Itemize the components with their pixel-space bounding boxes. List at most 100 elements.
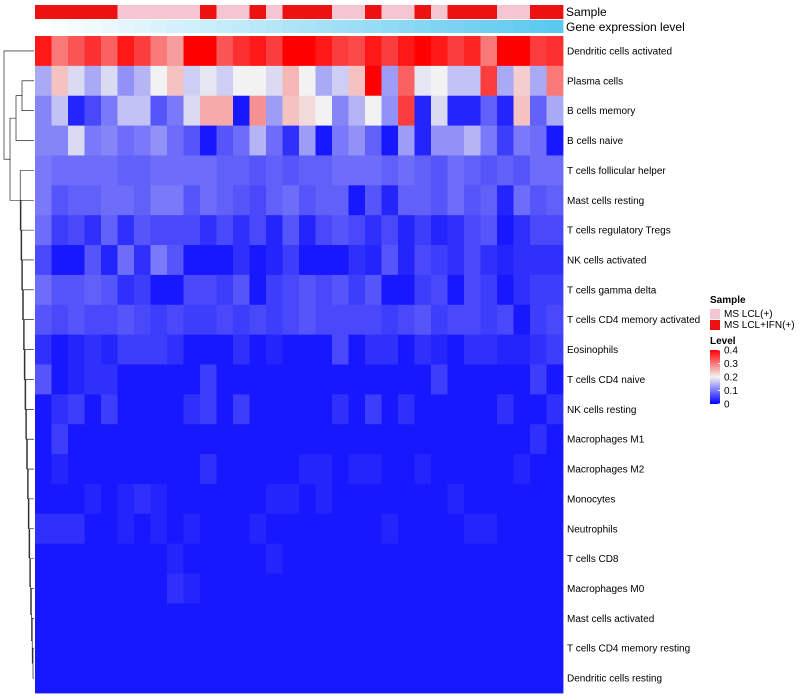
- heatmap-cell: [68, 513, 85, 545]
- heatmap-cell: [101, 125, 118, 156]
- row-label: Macrophages M0: [567, 584, 645, 595]
- heatmap-cell: [381, 603, 399, 634]
- heatmap-cell: [266, 304, 283, 336]
- row-label: Neutrophils: [567, 524, 618, 535]
- heatmap-cell: [183, 573, 201, 604]
- heatmap-cell: [150, 603, 168, 634]
- heatmap-cell: [348, 663, 366, 694]
- heatmap-cell: [183, 394, 201, 425]
- heatmap-cell: [381, 424, 399, 455]
- heatmap-cell: [497, 513, 514, 545]
- heatmap-cell: [68, 185, 85, 216]
- dendrogram-link: [31, 588, 34, 642]
- heatmap-cell: [101, 304, 118, 336]
- heatmap-cell: [282, 603, 300, 634]
- heatmap-cell: [282, 454, 300, 485]
- heatmap-cell: [183, 215, 201, 246]
- heatmap-cell: [150, 454, 168, 485]
- heatmap-cell: [398, 483, 415, 515]
- heatmap-cell: [513, 633, 531, 664]
- heatmap-cell: [266, 424, 283, 455]
- heatmap-cell: [35, 424, 52, 455]
- heatmap-cell: [513, 155, 531, 186]
- expression-annotation-cell: [84, 20, 102, 33]
- heatmap-cell: [530, 513, 547, 545]
- heatmap-cell: [480, 36, 498, 67]
- heatmap-cell: [447, 125, 465, 156]
- heatmap-cell: [299, 274, 316, 306]
- heatmap-cell: [249, 543, 267, 574]
- row-labels: Dendritic cells activated Plasma cells B c…: [567, 46, 700, 684]
- heatmap-cell: [381, 633, 399, 664]
- row-label: NK cells activated: [567, 255, 646, 266]
- heatmap-cell: [216, 633, 234, 664]
- heatmap-cell: [150, 513, 168, 545]
- heatmap-cell: [365, 36, 382, 67]
- heatmap-cell: [183, 454, 201, 485]
- heatmap-cell: [134, 543, 151, 574]
- heatmap-cell: [398, 274, 415, 306]
- heatmap-cell: [447, 155, 465, 186]
- heatmap-cell: [101, 573, 118, 604]
- heatmap-cell: [497, 185, 514, 216]
- heatmap-cell: [414, 304, 432, 336]
- heatmap-cell: [398, 245, 415, 276]
- heatmap-cell: [513, 424, 531, 455]
- heatmap-cell: [332, 274, 349, 306]
- heatmap-cell: [183, 125, 201, 156]
- heatmap-cell: [84, 95, 102, 126]
- heatmap-cell: [51, 483, 69, 515]
- heatmap-cell: [431, 633, 448, 664]
- heatmap-cell: [117, 663, 135, 694]
- heatmap-cell: [117, 424, 135, 455]
- heatmap-cell: [299, 364, 316, 395]
- heatmap-cell: [35, 603, 52, 634]
- heatmap-cell: [249, 125, 267, 156]
- heatmap-cell: [530, 603, 547, 634]
- heatmap-cell: [167, 155, 184, 186]
- heatmap-cell: [398, 513, 415, 545]
- heatmap-cell: [381, 65, 399, 97]
- heatmap-cell: [480, 483, 498, 515]
- heatmap-cell: [315, 633, 333, 664]
- heatmap-cell: [530, 215, 547, 246]
- heatmap-cell: [117, 215, 135, 246]
- heatmap-cell: [398, 65, 415, 97]
- heatmap-cell: [332, 36, 349, 67]
- expression-annotation-cell: [183, 20, 201, 33]
- heatmap-cell: [332, 364, 349, 395]
- heatmap-cell: [282, 185, 300, 216]
- heatmap-cell: [266, 663, 283, 694]
- heatmap-cell: [249, 454, 267, 485]
- heatmap-cell: [183, 663, 201, 694]
- heatmap-cell: [431, 215, 448, 246]
- heatmap-cell: [167, 603, 184, 634]
- heatmap-cell: [84, 185, 102, 216]
- heatmap-cell: [167, 663, 184, 694]
- heatmap-cell: [480, 185, 498, 216]
- heatmap-cell: [513, 36, 531, 67]
- heatmap-cell: [431, 245, 448, 276]
- sample-annotation-cell: [200, 5, 217, 19]
- level-colorbar: [710, 350, 720, 404]
- heatmap-cell: [414, 454, 432, 485]
- heatmap-cell: [530, 304, 547, 336]
- heatmap-cell: [315, 215, 333, 246]
- heatmap-cell: [348, 603, 366, 634]
- heatmap-cell: [68, 364, 85, 395]
- heatmap-cell: [530, 394, 547, 425]
- heatmap-cell: [266, 454, 283, 485]
- heatmap-cell: [398, 304, 415, 336]
- heatmap-cell: [315, 125, 333, 156]
- heatmap-cell: [216, 603, 234, 634]
- heatmap-cell: [348, 424, 366, 455]
- heatmap-cell: [266, 155, 283, 186]
- heatmap-cell: [101, 245, 118, 276]
- heatmap-cell: [497, 65, 514, 97]
- heatmap-cell: [167, 215, 184, 246]
- dendrogram-link: [21, 80, 34, 111]
- heatmap-cell: [332, 65, 349, 97]
- heatmap-cell: [513, 394, 531, 425]
- heatmap-cell: [134, 663, 151, 694]
- row-dendrogram: [3, 50, 34, 679]
